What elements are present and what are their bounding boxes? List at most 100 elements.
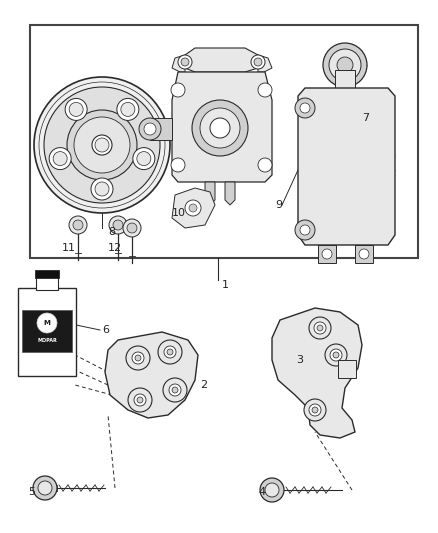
Bar (335, 70, 355, 90)
Circle shape (44, 87, 160, 203)
Text: 1: 1 (222, 280, 229, 290)
Circle shape (74, 117, 130, 173)
Circle shape (251, 55, 265, 69)
Circle shape (137, 397, 143, 403)
Bar (355, 245, 373, 263)
Circle shape (337, 57, 353, 73)
Text: 3: 3 (296, 355, 303, 365)
Circle shape (126, 346, 150, 370)
Polygon shape (205, 182, 215, 205)
Circle shape (128, 388, 152, 412)
Circle shape (317, 325, 323, 331)
Text: M: M (43, 320, 50, 326)
Circle shape (33, 476, 57, 500)
Circle shape (323, 43, 367, 87)
Circle shape (113, 220, 123, 230)
Circle shape (69, 216, 87, 234)
Circle shape (164, 346, 176, 358)
Polygon shape (172, 55, 185, 72)
Circle shape (260, 478, 284, 502)
Polygon shape (150, 118, 172, 140)
Circle shape (304, 399, 326, 421)
Text: 11: 11 (62, 243, 76, 253)
Polygon shape (298, 88, 395, 245)
Bar (22, 310, 72, 352)
Circle shape (91, 178, 113, 200)
Bar (35, 270, 59, 278)
Circle shape (163, 378, 187, 402)
Circle shape (137, 151, 151, 166)
Circle shape (300, 103, 310, 113)
Circle shape (254, 58, 262, 66)
Polygon shape (225, 182, 235, 205)
Text: 8: 8 (108, 227, 115, 237)
Bar (318, 245, 336, 263)
Circle shape (135, 355, 141, 361)
Circle shape (139, 118, 161, 140)
Polygon shape (172, 72, 272, 182)
Text: MOPAR: MOPAR (37, 337, 57, 343)
Circle shape (295, 98, 315, 118)
Circle shape (258, 158, 272, 172)
Polygon shape (172, 188, 215, 228)
Circle shape (37, 313, 57, 333)
Circle shape (181, 58, 189, 66)
Circle shape (95, 138, 109, 152)
Circle shape (73, 220, 83, 230)
Circle shape (300, 225, 310, 235)
Circle shape (121, 102, 135, 116)
Circle shape (210, 118, 230, 138)
Polygon shape (185, 48, 258, 72)
Circle shape (123, 219, 141, 237)
Circle shape (312, 407, 318, 413)
Circle shape (314, 322, 326, 334)
Circle shape (172, 387, 178, 393)
Circle shape (309, 404, 321, 416)
Circle shape (325, 344, 347, 366)
Circle shape (330, 349, 342, 361)
Text: 7: 7 (362, 113, 369, 123)
Circle shape (38, 481, 52, 495)
Circle shape (295, 220, 315, 240)
Circle shape (134, 394, 146, 406)
Bar (30, 25, 418, 258)
Circle shape (144, 123, 156, 135)
Text: 5: 5 (28, 487, 35, 497)
Circle shape (333, 352, 339, 358)
Circle shape (158, 340, 182, 364)
Circle shape (92, 135, 112, 155)
Circle shape (185, 200, 201, 216)
Circle shape (69, 102, 83, 116)
Circle shape (200, 108, 240, 148)
Text: 6: 6 (102, 325, 109, 335)
Circle shape (117, 99, 139, 120)
Text: 12: 12 (108, 243, 122, 253)
Circle shape (65, 99, 87, 120)
Circle shape (34, 77, 170, 213)
Circle shape (265, 483, 279, 497)
Circle shape (329, 49, 361, 81)
Polygon shape (258, 55, 272, 72)
Polygon shape (105, 332, 198, 418)
Circle shape (178, 55, 192, 69)
Text: 2: 2 (200, 380, 207, 390)
Circle shape (189, 204, 197, 212)
Circle shape (132, 352, 144, 364)
Circle shape (171, 158, 185, 172)
Circle shape (95, 182, 109, 196)
Circle shape (49, 148, 71, 169)
Circle shape (322, 249, 332, 259)
Text: 9: 9 (275, 200, 282, 210)
Circle shape (109, 216, 127, 234)
Circle shape (67, 110, 137, 180)
Text: 4: 4 (258, 487, 265, 497)
Circle shape (133, 148, 155, 169)
Circle shape (53, 151, 67, 166)
Circle shape (359, 249, 369, 259)
Circle shape (169, 384, 181, 396)
Circle shape (192, 100, 248, 156)
Circle shape (127, 223, 137, 233)
Bar (36, 276, 58, 290)
Bar (338, 360, 356, 378)
Circle shape (171, 83, 185, 97)
